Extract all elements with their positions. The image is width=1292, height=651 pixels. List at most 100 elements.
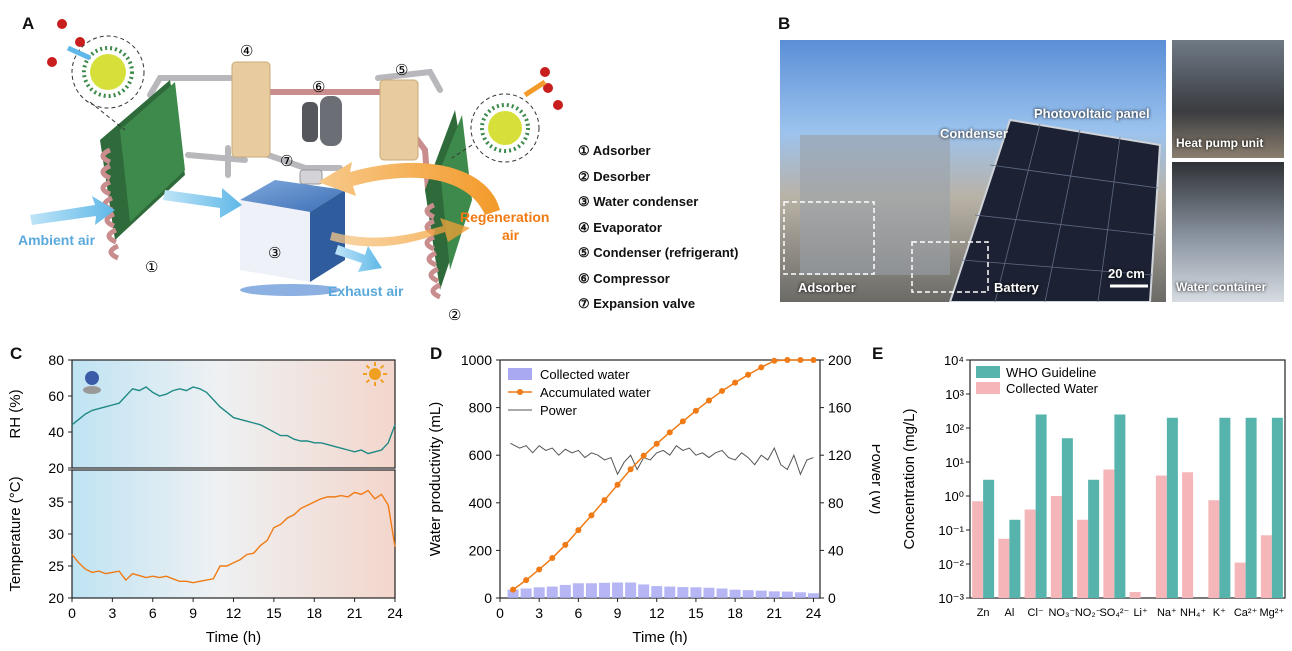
concentration-plot-area — [969, 359, 1286, 599]
collected-water-bar — [1182, 472, 1194, 598]
y-axis-label: Water productivity (mL) — [427, 402, 444, 556]
collected-water-bar — [794, 592, 806, 598]
collected-water-bar — [638, 584, 650, 598]
collected-water-bar — [1155, 475, 1167, 598]
collected-water-bar — [1103, 469, 1115, 598]
accumulated-water-point — [797, 357, 804, 363]
y-tick-label: 60 — [48, 388, 64, 404]
x-tick-label: 9 — [614, 605, 622, 621]
x-tick-label: 12 — [649, 605, 665, 621]
accumulated-water-point — [653, 440, 660, 447]
water-condenser-cube — [240, 180, 345, 296]
regeneration-arrow — [318, 162, 500, 215]
x-tick-label: Na⁺ — [1157, 607, 1177, 619]
accumulated-water-point — [627, 466, 634, 473]
y-tick-label: 600 — [469, 447, 493, 463]
legend-item: ⑥ Compressor — [578, 270, 670, 286]
y-tick-label: 10⁻² — [938, 557, 964, 572]
rh-plot-area — [71, 359, 396, 469]
adsorber-zoom-bubble — [47, 19, 145, 131]
legend-item: ④ Evaporator — [578, 219, 662, 235]
regeneration-air-label-1: Regeneration — [460, 209, 549, 225]
sun-ray — [379, 364, 385, 370]
x-axis-label: Time (h) — [206, 629, 261, 646]
who-guideline-bar — [1114, 414, 1126, 598]
who-guideline-bar — [1271, 417, 1283, 598]
y-tick-label: 35 — [48, 494, 64, 510]
x-tick-label: 21 — [766, 605, 782, 621]
accumulated-water-point — [510, 586, 517, 593]
legend-item: ⑤ Condenser (refrigerant) — [578, 245, 739, 260]
who-guideline-bar — [1061, 438, 1073, 598]
collected-water-bar — [625, 582, 637, 598]
regeneration-air-label-2: air — [502, 227, 520, 243]
chart-e: Zn Al Cl⁻ NO₃⁻ NO₂⁻SO₄²⁻ Li⁺ Na⁺ NH₄⁺ K⁺ Ca²⁺ Mg²⁺… — [901, 353, 1286, 619]
x-tick-label: NO₃⁻ — [1048, 607, 1075, 619]
y-axis-label: Concentration (mg/L) — [901, 409, 918, 550]
battery-outline — [911, 241, 989, 293]
accumulated-water-point — [666, 429, 673, 436]
collected-water-bar — [1129, 592, 1141, 598]
collected-water-bar — [1050, 496, 1062, 598]
temperature-axis-label: Temperature (°C) — [7, 476, 24, 591]
marker-6: ⑥ — [312, 79, 325, 96]
temperature-line — [71, 489, 396, 584]
x-tick-label: 6 — [574, 605, 582, 621]
y2-tick-label: 80 — [828, 495, 844, 511]
temperature-plot-area — [71, 469, 396, 599]
sun-ray — [379, 378, 385, 384]
marker-1: ① — [145, 259, 158, 276]
battery-label: Battery — [994, 280, 1039, 295]
collected-water-bar — [585, 583, 597, 598]
accumulated-water-point — [588, 512, 595, 519]
collected-water-bar — [998, 538, 1010, 598]
refrigerant-condenser-unit — [379, 79, 419, 161]
rh-axis-label: RH (%) — [7, 389, 24, 438]
who-guideline-bar — [1166, 417, 1178, 598]
who-guideline-bar — [1009, 519, 1021, 598]
x-tick-label: 24 — [806, 605, 822, 621]
legend-label: Power — [540, 403, 578, 418]
accumulated-water-point — [784, 357, 791, 363]
y-tick-label: 20 — [48, 590, 64, 606]
adsorber-outline — [783, 201, 875, 275]
y-tick-label: 0 — [484, 590, 492, 606]
collected-water-bar — [533, 587, 545, 598]
collected-water-bar — [729, 589, 741, 598]
adsorber-unit — [100, 80, 185, 261]
collected-water-bar — [546, 586, 558, 598]
accumulated-water-point — [745, 371, 752, 378]
device-photo: Photovoltaic panel Condenser Adsorber Ba… — [780, 40, 1166, 302]
y-tick-label: 10⁰ — [944, 489, 964, 504]
x-tick-label: 18 — [306, 605, 322, 621]
legend-swatch-collected — [508, 368, 532, 380]
y-tick-label: 30 — [48, 526, 64, 542]
legend-item: ② Desorber — [578, 168, 651, 184]
collected-water-bar — [664, 586, 676, 598]
collected-water-bar — [572, 583, 584, 598]
chart-c: 20 40 60 80 RH (%) 20 25 30 35 Temperature (°C) 0 3… — [7, 352, 403, 646]
x-tick-label: Ca²⁺ — [1234, 607, 1258, 619]
accumulated-water-point — [601, 497, 608, 504]
photovoltaic-label: Photovoltaic panel — [1034, 106, 1150, 121]
y2-tick-label: 200 — [828, 352, 852, 368]
y-tick-label: 10⁻¹ — [938, 523, 964, 538]
x-tick-label: 21 — [347, 605, 363, 621]
y2-tick-label: 0 — [828, 590, 836, 606]
x-tick-label: Cl⁻ — [1028, 607, 1044, 619]
y-tick-label: 800 — [469, 400, 493, 416]
accumulated-water-point — [692, 407, 699, 414]
who-guideline-bar — [1245, 417, 1257, 598]
collected-water-bar — [690, 587, 702, 598]
marker-4: ④ — [240, 43, 253, 60]
y-tick-label: 10³ — [945, 387, 964, 402]
y-tick-label: 80 — [48, 352, 64, 368]
collected-water-bar — [651, 586, 663, 598]
collected-water-bar — [1077, 519, 1089, 598]
adsorber-label: Adsorber — [798, 280, 856, 295]
y-tick-label: 25 — [48, 558, 64, 574]
legend-swatch-collected — [976, 382, 1000, 394]
legend-label: WHO Guideline — [1006, 365, 1096, 380]
y-tick-label: 10² — [945, 421, 964, 436]
collected-water-bar — [559, 584, 571, 598]
